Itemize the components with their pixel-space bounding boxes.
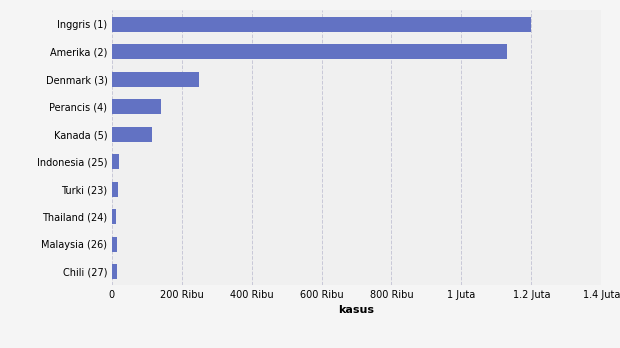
Bar <box>112 44 507 59</box>
Bar <box>112 154 118 169</box>
Bar <box>112 17 531 32</box>
Bar <box>112 237 117 252</box>
Bar <box>112 99 161 114</box>
Bar <box>112 182 118 197</box>
Bar <box>112 72 199 87</box>
Bar <box>112 127 152 142</box>
Bar <box>112 264 117 279</box>
X-axis label: kasus: kasus <box>339 305 374 315</box>
Bar <box>112 209 117 224</box>
